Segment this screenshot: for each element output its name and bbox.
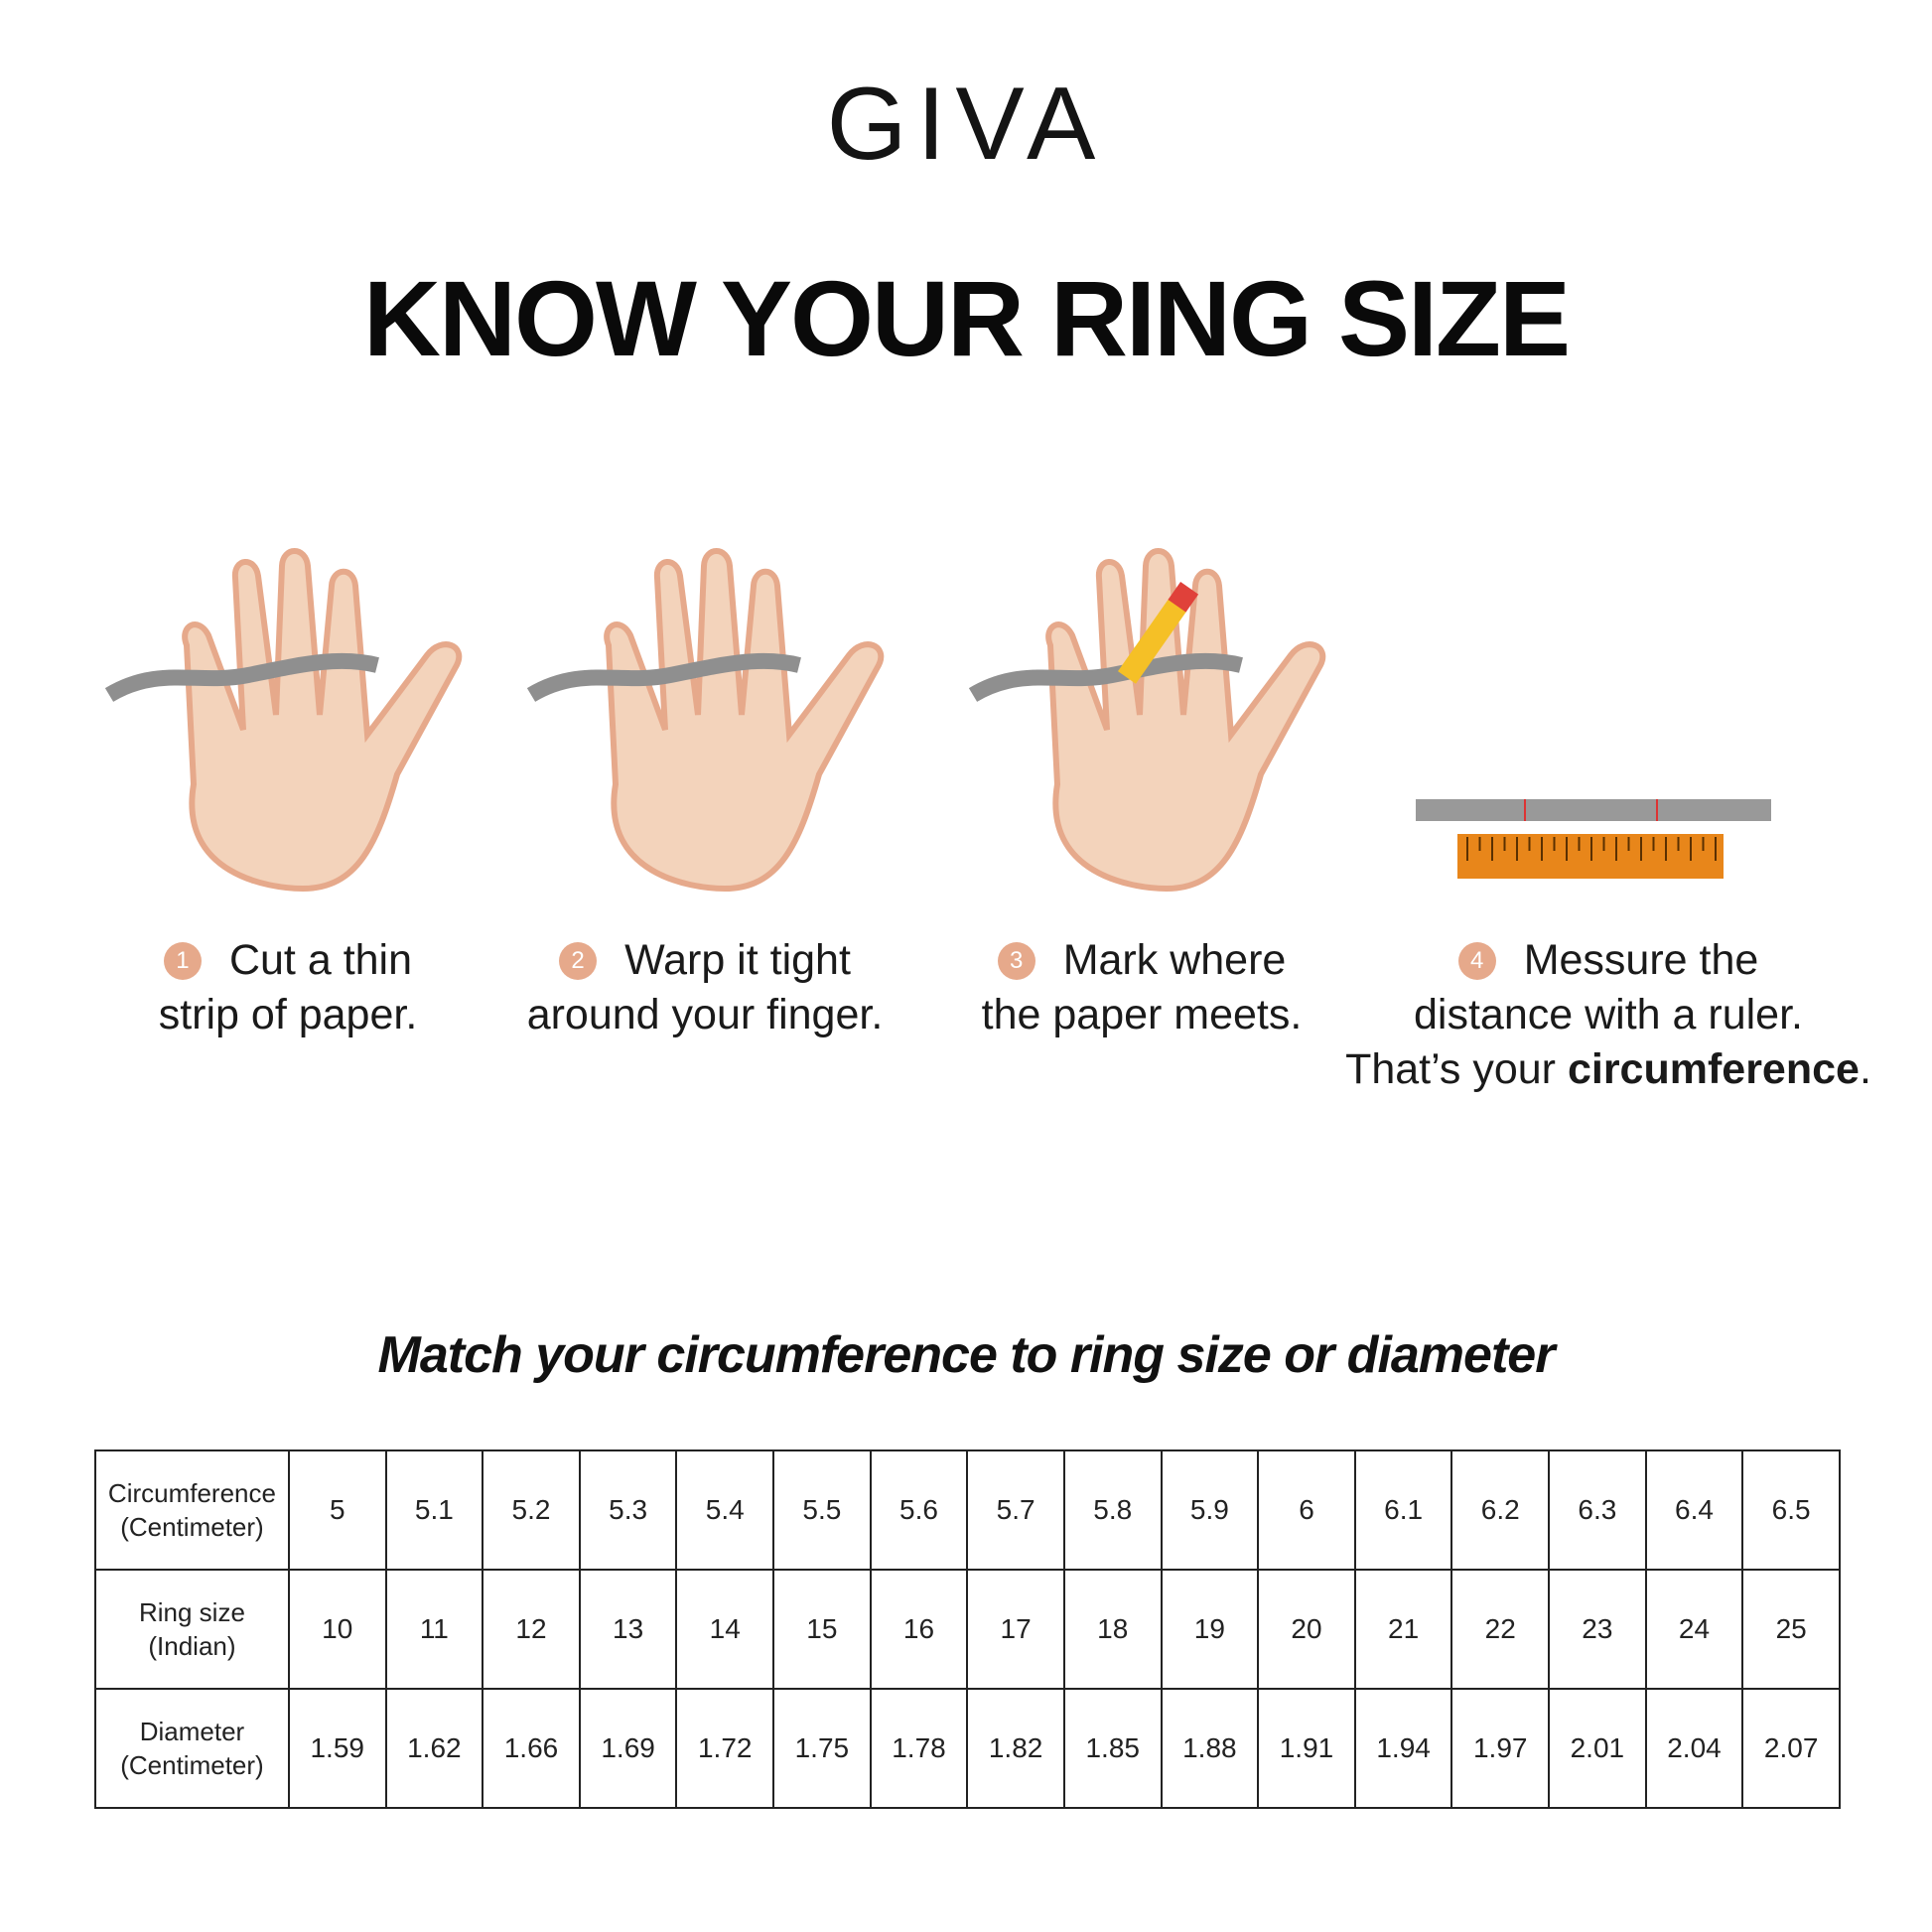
table-cell: 5.6 xyxy=(869,1449,969,1571)
table-cell: 1.59 xyxy=(287,1688,387,1809)
step-text: strip of paper. xyxy=(158,991,418,1038)
table-cell: 12 xyxy=(482,1569,581,1690)
table-cell: 6.5 xyxy=(1741,1449,1841,1571)
table-cell: 5.5 xyxy=(772,1449,872,1571)
table-cell: 24 xyxy=(1644,1569,1744,1690)
table-cell: 15 xyxy=(772,1569,872,1690)
table-cell: 6.3 xyxy=(1548,1449,1647,1571)
step-4: 4 Messure the distance with a ruler. That… xyxy=(1330,933,1886,1097)
table-cell: 1.85 xyxy=(1062,1688,1163,1809)
table-cell: 5.2 xyxy=(482,1449,581,1571)
step-3: 3 Mark where the paper meets. xyxy=(943,933,1340,1042)
table-cell: 25 xyxy=(1741,1569,1841,1690)
table-cell: 1.94 xyxy=(1353,1688,1453,1809)
table-cell: 18 xyxy=(1062,1569,1163,1690)
step-text: That’s your xyxy=(1345,1045,1568,1093)
table-row: Diameter (Centimeter) 1.59 1.62 1.66 1.69 1.72… xyxy=(94,1688,1841,1809)
table-cell: 11 xyxy=(384,1569,484,1690)
row-header: Diameter (Centimeter) xyxy=(94,1688,290,1809)
step-text: the paper meets. xyxy=(981,991,1303,1038)
step-number-badge: 3 xyxy=(997,942,1035,980)
hand-illustration-3 xyxy=(968,548,1326,893)
table-cell: 6.1 xyxy=(1353,1449,1453,1571)
table-cell: 5.7 xyxy=(966,1449,1065,1571)
table-cell: 6 xyxy=(1257,1449,1356,1571)
table-cell: 14 xyxy=(675,1569,775,1690)
table-cell: 1.66 xyxy=(482,1688,581,1809)
table-cell: 20 xyxy=(1257,1569,1356,1690)
step-2: 2 Warp it tight around your finger. xyxy=(486,933,923,1042)
ring-size-table: Circumference (Centimeter) 5 5.1 5.2 5.3 5.4 5.… xyxy=(94,1449,1841,1809)
table-cell: 2.01 xyxy=(1548,1688,1647,1809)
step-text: . xyxy=(1859,1045,1871,1093)
page-title: KNOW YOUR RING SIZE xyxy=(362,258,1571,378)
table-cell: 21 xyxy=(1353,1569,1453,1690)
table-cell: 17 xyxy=(966,1569,1065,1690)
step-number-badge: 2 xyxy=(559,942,598,980)
step-number-badge: 1 xyxy=(163,942,202,980)
table-cell: 1.69 xyxy=(578,1688,678,1809)
ruler-illustration xyxy=(1416,799,1771,879)
table-cell: 6.4 xyxy=(1644,1449,1744,1571)
step-text: Warp it tight xyxy=(624,936,851,984)
table-cell: 5.1 xyxy=(384,1449,484,1571)
table-cell: 5.4 xyxy=(675,1449,775,1571)
table-cell: 5 xyxy=(287,1449,387,1571)
table-cell: 1.91 xyxy=(1257,1688,1356,1809)
table-cell: 1.72 xyxy=(675,1688,775,1809)
table-cell: 2.04 xyxy=(1644,1688,1744,1809)
table-cell: 1.62 xyxy=(384,1688,484,1809)
table-cell: 10 xyxy=(287,1569,387,1690)
table-cell: 1.82 xyxy=(966,1688,1065,1809)
step-text: around your finger. xyxy=(526,991,884,1038)
step-emphasis: circumference xyxy=(1567,1045,1860,1093)
table-row: Circumference (Centimeter) 5 5.1 5.2 5.3 5.4 5.… xyxy=(94,1449,1841,1571)
pencil-icon xyxy=(1117,582,1199,684)
table-cell: 19 xyxy=(1160,1569,1260,1690)
step-text: Messure the xyxy=(1523,936,1759,984)
table-cell: 1.97 xyxy=(1450,1688,1551,1809)
table-cell: 6.2 xyxy=(1450,1449,1551,1571)
hand-illustration-2 xyxy=(526,548,885,893)
table-cell: 5.3 xyxy=(578,1449,678,1571)
table-subtitle: Match your circumference to ring size or… xyxy=(377,1326,1556,1384)
step-1: 1 Cut a thin strip of paper. xyxy=(119,933,457,1042)
table-cell: 1.75 xyxy=(772,1688,872,1809)
table-cell: 16 xyxy=(869,1569,969,1690)
table-cell: 22 xyxy=(1450,1569,1551,1690)
table-cell: 23 xyxy=(1548,1569,1647,1690)
table-cell: 13 xyxy=(578,1569,678,1690)
step-text: distance with a ruler. xyxy=(1414,991,1803,1038)
row-header: Ring size (Indian) xyxy=(94,1569,290,1690)
step-number-badge: 4 xyxy=(1457,942,1496,980)
table-row: Ring size (Indian) 10 11 12 13 14 15 16 17 18 19 20 2… xyxy=(94,1569,1841,1690)
hand-illustration-1 xyxy=(104,548,463,893)
table-cell: 2.07 xyxy=(1741,1688,1841,1809)
table-cell: 5.9 xyxy=(1160,1449,1260,1571)
brand-logo: GIVA xyxy=(826,67,1106,182)
table-cell: 5.8 xyxy=(1062,1449,1163,1571)
table-cell: 1.88 xyxy=(1160,1688,1260,1809)
table-cell: 1.78 xyxy=(869,1688,969,1809)
row-header: Circumference (Centimeter) xyxy=(94,1449,290,1571)
step-text: Mark where xyxy=(1062,936,1287,984)
step-text: Cut a thin xyxy=(228,936,413,984)
